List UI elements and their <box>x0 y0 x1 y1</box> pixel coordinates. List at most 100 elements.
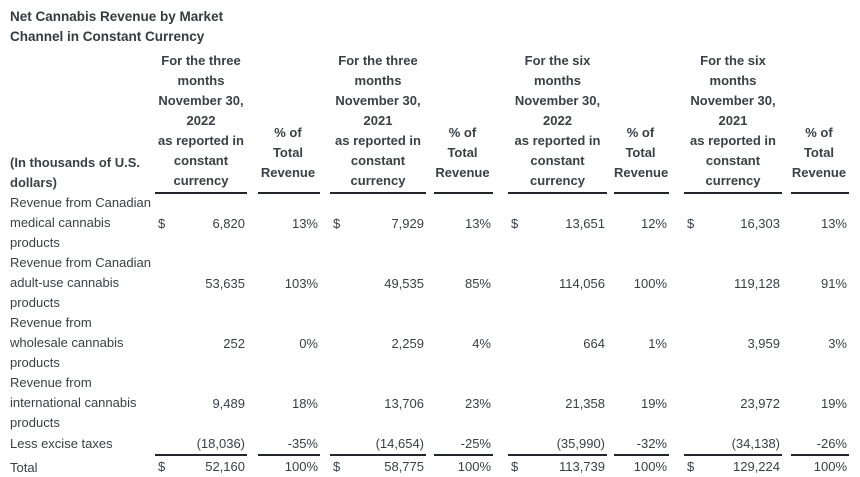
col-gap <box>426 193 434 253</box>
amount-cell: $129,224 <box>684 455 782 477</box>
percent-cell: 91% <box>820 275 847 291</box>
col-gap <box>320 373 330 433</box>
col-gap <box>320 51 330 193</box>
col-gap <box>320 455 330 477</box>
col-gap <box>782 373 791 433</box>
row-label: Less excise taxes <box>10 436 113 451</box>
amount-cell: $58,775 <box>330 455 426 477</box>
col-gap <box>426 253 434 313</box>
col-gap <box>669 253 684 313</box>
amount-value: 16,303 <box>740 216 780 231</box>
table-row-medical: Revenue from Canadian medical cannabis p… <box>10 193 849 253</box>
col-gap <box>669 433 684 455</box>
amount-value: 6,820 <box>212 216 245 231</box>
amount-value: 114,056 <box>558 275 605 291</box>
amount-value: (34,138) <box>731 436 780 451</box>
amount-cell: 119,128 <box>684 253 782 313</box>
col-gap <box>493 433 508 455</box>
amount-cell: (18,036) <box>155 433 247 456</box>
col-gap <box>607 193 614 253</box>
period-date: November 30, 2022 <box>514 93 601 128</box>
amount-cell: 53,635 <box>155 253 247 313</box>
col-gap <box>493 253 508 313</box>
col-gap <box>320 313 330 373</box>
col-gap <box>247 433 258 455</box>
column-header-period-2: For the six months November 30, 2022 as … <box>508 51 607 194</box>
pct-label: % of Total Revenue <box>614 125 669 180</box>
percent-cell: 85% <box>464 275 491 291</box>
amount-cell: 3,959 <box>684 313 782 373</box>
percent-cell: 13% <box>464 216 491 231</box>
col-gap <box>426 313 434 373</box>
row-header-label: (In thousands of U.S. dollars) <box>10 155 140 190</box>
percent-cell: 100% <box>614 455 669 477</box>
table-row-international: Revenue from international cannabis prod… <box>10 373 849 433</box>
period-basis: as reported in constant currency <box>158 133 244 188</box>
amount-value: (18,036) <box>196 436 245 451</box>
col-gap <box>782 193 791 253</box>
percent-cell: 100% <box>258 455 320 477</box>
col-gap <box>426 455 434 477</box>
period-date: November 30, 2022 <box>158 93 244 128</box>
col-gap <box>607 253 614 313</box>
amount-cell: 49,535 <box>330 253 426 313</box>
percent-cell: 19% <box>820 395 847 411</box>
column-header-period-1: For the three months November 30, 2021 a… <box>330 51 426 194</box>
column-header-period-0: For the three months November 30, 2022 a… <box>155 51 247 194</box>
percent-cell: 4% <box>472 335 491 351</box>
currency-symbol: $ <box>687 459 695 475</box>
percent-cell: 3% <box>828 335 847 351</box>
column-header-pct-0: % of Total Revenue <box>258 51 320 194</box>
percent-cell: -35% <box>258 433 320 456</box>
col-gap <box>782 51 791 193</box>
currency-symbol: $ <box>687 216 695 231</box>
row-label: Total <box>10 459 38 475</box>
period-label: For the three months <box>338 53 418 88</box>
percent-cell: 100% <box>791 455 849 477</box>
amount-value: 21,358 <box>565 395 605 411</box>
col-gap <box>320 193 330 253</box>
percent-cell: 19% <box>640 395 667 411</box>
amount-cell: $16,303 <box>684 193 782 253</box>
revenue-table: (In thousands of U.S. dollars) For the t… <box>10 51 849 477</box>
col-gap <box>247 313 258 373</box>
amount-cell: 13,706 <box>330 373 426 433</box>
col-gap <box>782 433 791 455</box>
percent-cell: -26% <box>791 433 849 456</box>
page-title: Net Cannabis Revenue by Market Channel i… <box>10 9 224 44</box>
amount-cell: $52,160 <box>155 455 247 477</box>
percent-cell: 12% <box>640 216 667 231</box>
currency-symbol: $ <box>333 459 341 475</box>
col-gap <box>247 51 258 193</box>
amount-value: 13,706 <box>384 395 424 411</box>
percent-cell: 0% <box>299 335 318 351</box>
period-label: For the three months <box>161 53 241 88</box>
col-gap <box>320 433 330 455</box>
amount-cell: (34,138) <box>684 433 782 456</box>
amount-cell: $13,651 <box>508 193 607 253</box>
col-gap <box>493 193 508 253</box>
column-header-period-3: For the six months November 30, 2021 as … <box>684 51 782 194</box>
percent-cell: 18% <box>291 395 318 411</box>
col-gap <box>426 51 434 193</box>
col-gap <box>607 373 614 433</box>
col-gap <box>247 193 258 253</box>
column-header-pct-3: % of Total Revenue <box>791 51 849 194</box>
percent-cell: -25% <box>434 433 493 456</box>
amount-value: 23,972 <box>740 395 780 411</box>
table-row-total: Total $52,160 100% $58,775 100% $113,739… <box>10 455 849 477</box>
period-date: November 30, 2021 <box>335 93 421 128</box>
col-gap <box>247 253 258 313</box>
col-gap <box>493 313 508 373</box>
row-label: Revenue from Canadian adult-use cannabis… <box>10 255 151 310</box>
amount-value: 53,635 <box>205 275 245 291</box>
amount-cell: 114,056 <box>508 253 607 313</box>
col-gap <box>669 313 684 373</box>
currency-symbol: $ <box>158 216 166 231</box>
col-gap <box>607 433 614 455</box>
period-date: November 30, 2021 <box>690 93 776 128</box>
col-gap <box>493 455 508 477</box>
period-basis: as reported in constant currency <box>335 133 421 188</box>
col-gap <box>607 51 614 193</box>
pct-label: % of Total Revenue <box>260 125 316 180</box>
